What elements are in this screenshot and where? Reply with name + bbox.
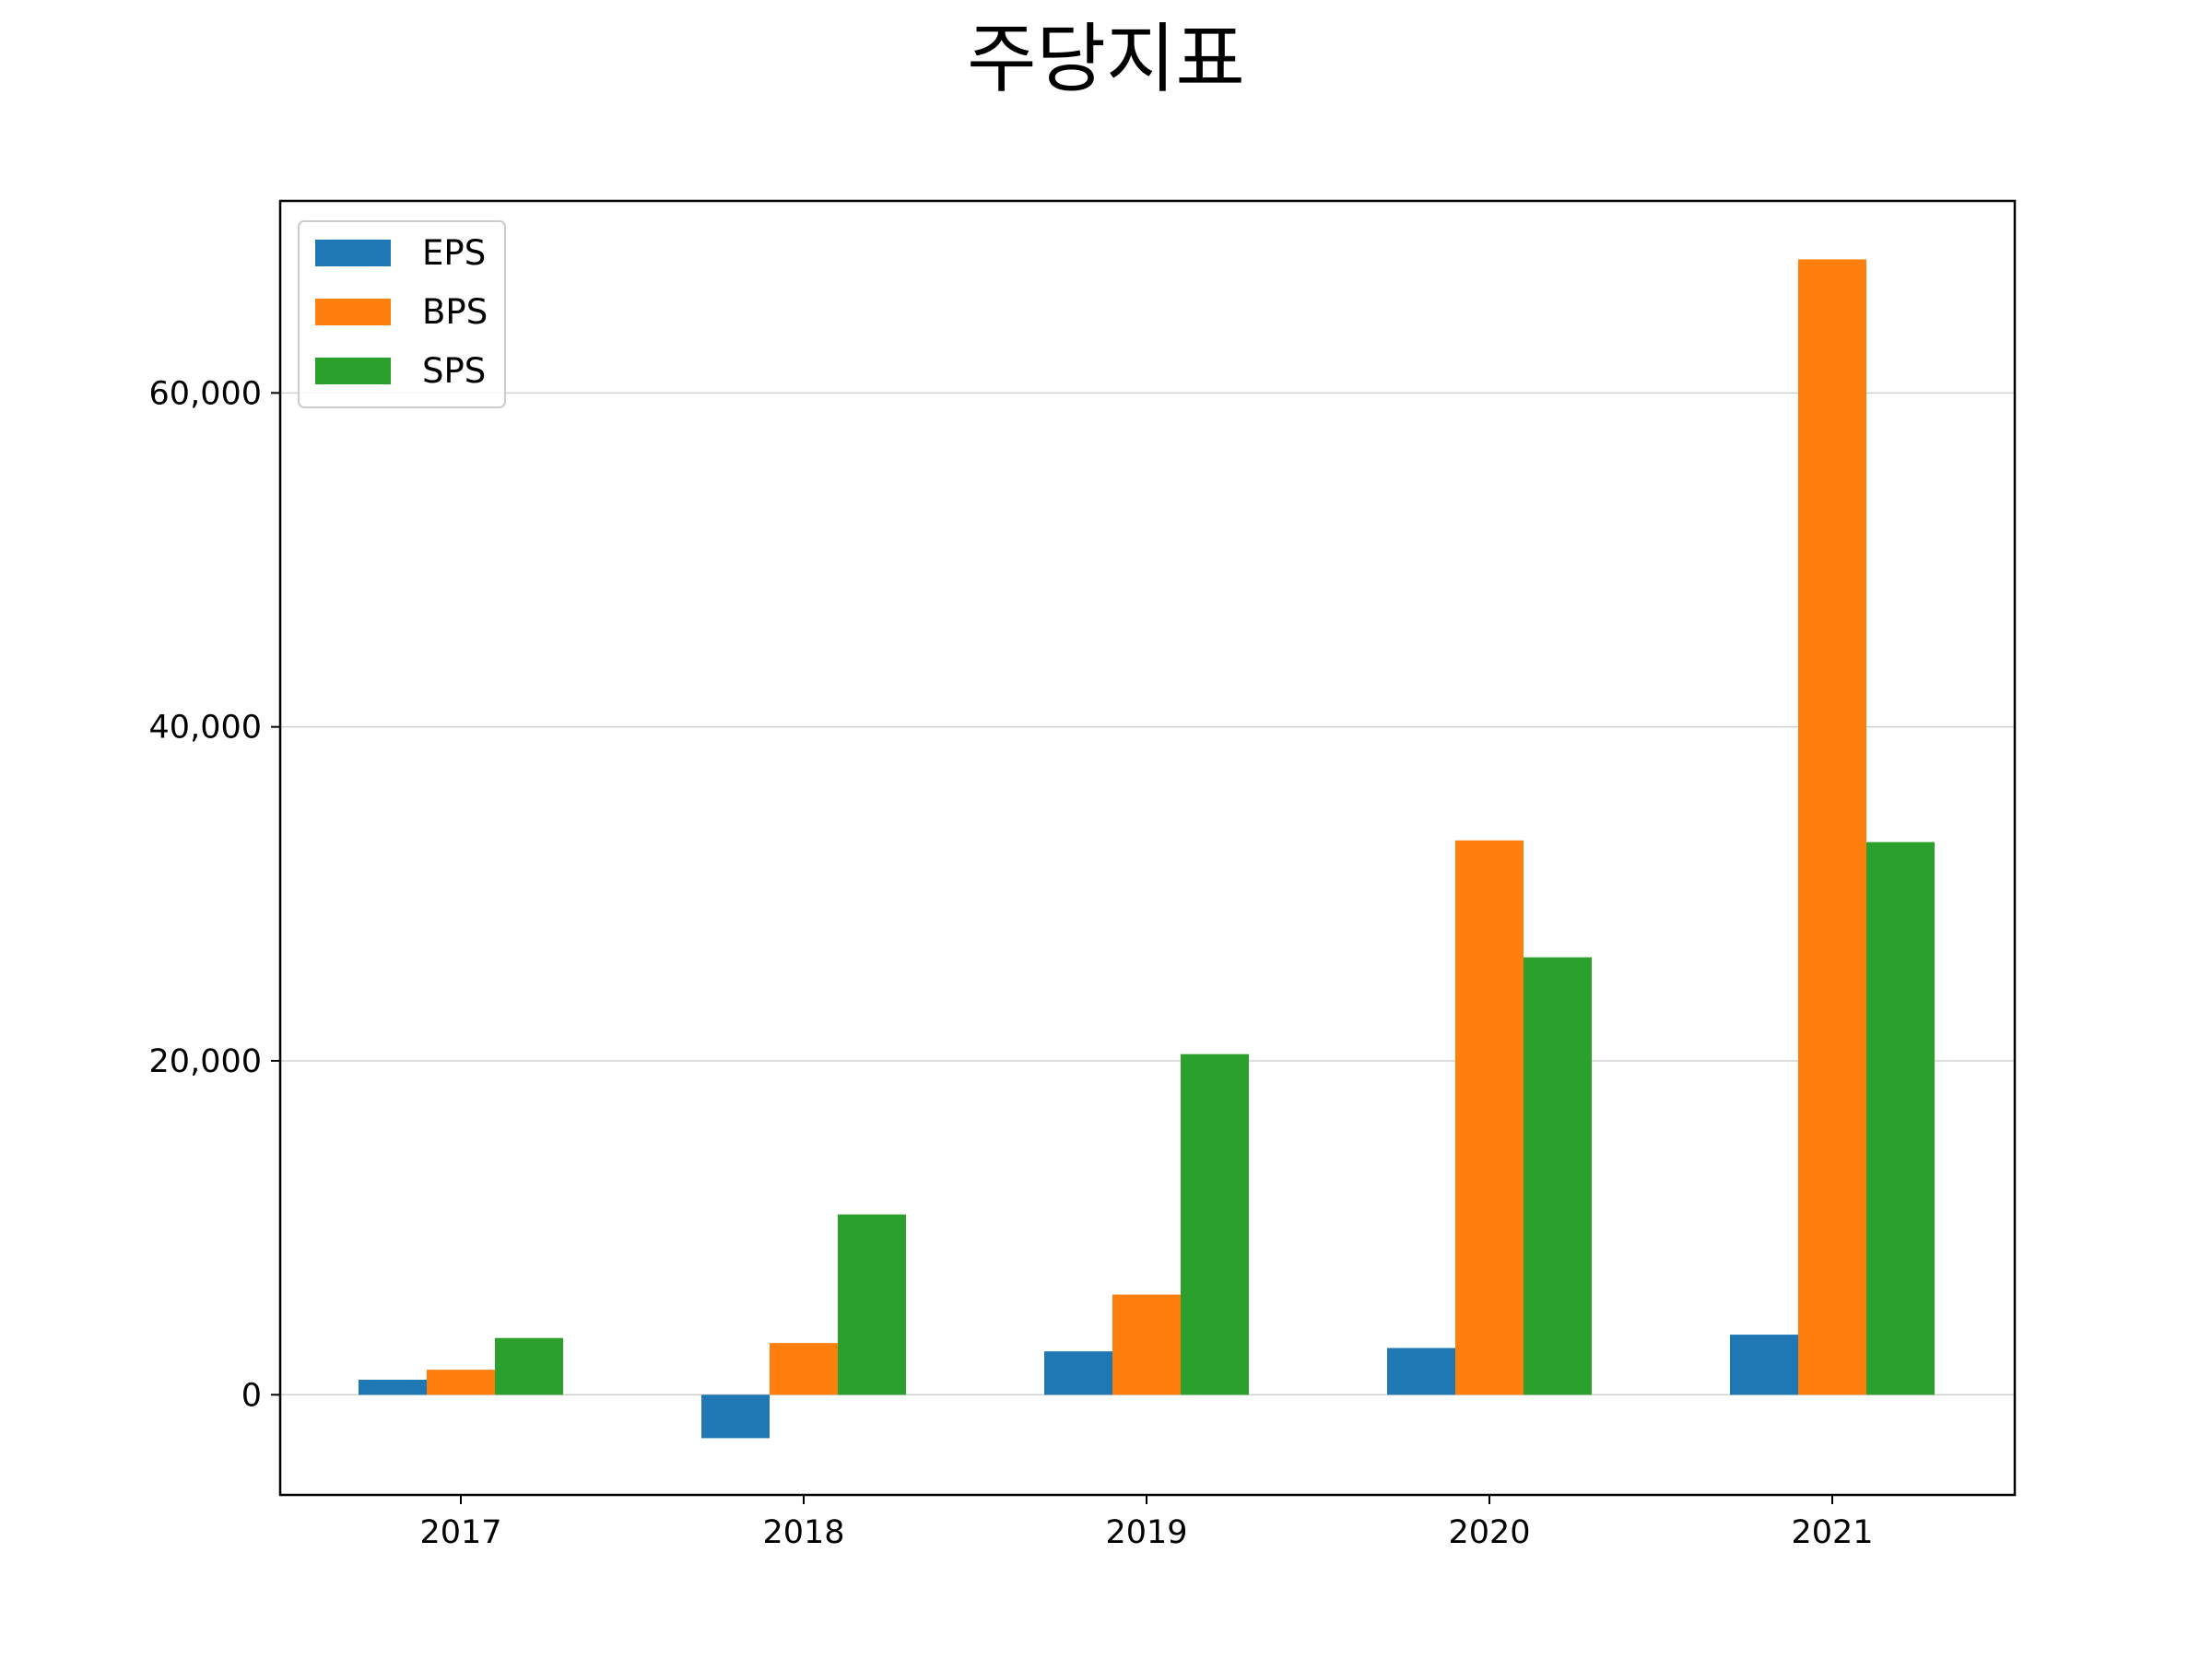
bar-sps-2018	[838, 1214, 906, 1395]
legend-swatch-eps	[315, 240, 391, 266]
legend-label-sps: SPS	[422, 351, 486, 391]
legend: EPS BPS SPS	[298, 220, 506, 408]
bar-eps-2017	[359, 1379, 427, 1395]
bar-eps-2018	[701, 1394, 770, 1439]
x-tick-label: 2019	[1105, 1514, 1187, 1551]
bar-bps-2019	[1112, 1294, 1181, 1395]
y-tick-label: 0	[241, 1377, 262, 1414]
bar-bps-2021	[1798, 259, 1866, 1395]
legend-label-eps: EPS	[422, 233, 486, 273]
y-tick-label: 40,000	[149, 710, 262, 747]
grid-lines	[280, 392, 2015, 1396]
y-tick-label: 60,000	[149, 375, 262, 412]
bar-bps-2017	[427, 1370, 495, 1395]
legend-swatch-bps	[315, 299, 391, 325]
x-tick-label: 2018	[762, 1514, 844, 1551]
axes: 0 20,000 40,000 60,000 2017 2018 2019 2020 2021	[149, 375, 1874, 1551]
bar-bps-2020	[1455, 840, 1524, 1395]
y-tick-label: 20,000	[149, 1043, 262, 1080]
bar-bps-2018	[770, 1343, 838, 1395]
legend-label-bps: BPS	[422, 292, 488, 332]
bar-eps-2021	[1730, 1335, 1798, 1395]
x-tick-label: 2017	[419, 1514, 501, 1551]
bar-sps-2021	[1866, 841, 1935, 1395]
legend-swatch-sps	[315, 358, 391, 384]
bar-sps-2020	[1524, 957, 1592, 1395]
bar-eps-2019	[1044, 1351, 1112, 1395]
x-tick-label: 2021	[1791, 1514, 1873, 1551]
chart-title: 주당지표	[967, 16, 1245, 103]
bar-eps-2020	[1387, 1347, 1455, 1395]
bars	[359, 259, 1935, 1439]
bar-sps-2017	[495, 1337, 563, 1395]
x-tick-label: 2020	[1448, 1514, 1530, 1551]
bar-sps-2019	[1181, 1053, 1249, 1395]
